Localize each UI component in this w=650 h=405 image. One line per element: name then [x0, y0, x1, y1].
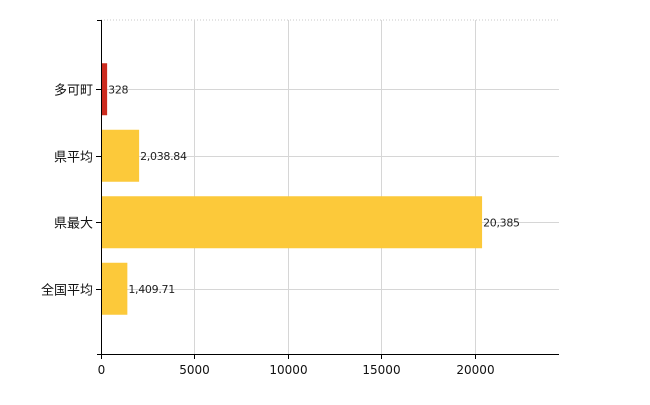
x-tick-label-4: 20000: [456, 363, 494, 377]
x-tick-label-1: 5000: [179, 363, 210, 377]
category-label-1: 県平均: [54, 151, 93, 166]
data-label-0: 328: [108, 83, 128, 96]
bar-1: [101, 129, 140, 182]
category-label-0: 多可町: [54, 83, 93, 99]
grid-lines: [101, 19, 559, 354]
data-label-3: 1,409.71: [128, 283, 175, 296]
axes: [96, 20, 559, 359]
x-tick-label-0: 0: [98, 363, 106, 377]
category-label-2: 県最大: [54, 217, 93, 232]
data-label-2: 20,385: [483, 216, 520, 229]
bars: [101, 63, 483, 315]
bar-3: [101, 262, 128, 315]
bar-2: [101, 196, 483, 249]
data-label-1: 2,038.84: [140, 150, 187, 163]
x-tick-label-2: 10000: [269, 363, 307, 377]
category-label-3: 全国平均: [41, 283, 93, 299]
x-tick-label-3: 15000: [362, 363, 400, 377]
bar-0: [101, 63, 108, 116]
